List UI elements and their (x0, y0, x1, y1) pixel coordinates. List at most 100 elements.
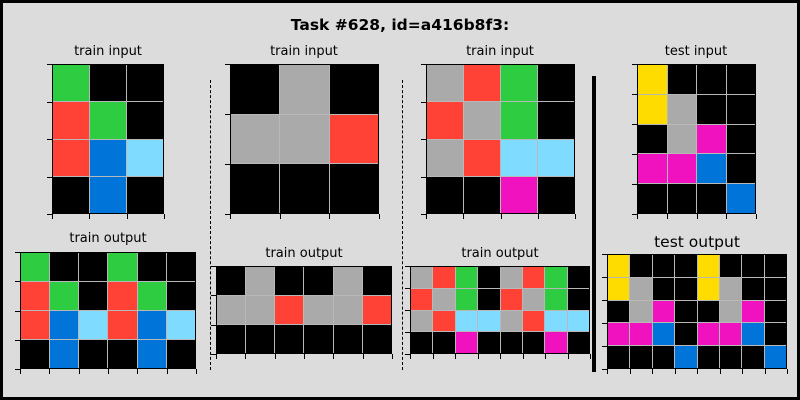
ex2-output-cell-r0-c1 (246, 267, 275, 295)
ex1-input-cell-r0-c0 (53, 65, 89, 102)
ex1-input-cell-r1-c2 (127, 102, 163, 139)
ex3-input-cell-r1-c0 (427, 102, 463, 139)
test-output-xtick (630, 369, 631, 374)
test-output-cell-r0-c2 (652, 255, 675, 277)
ex3-input-xtick (426, 214, 427, 219)
test-input-cell-r2-c1 (667, 124, 696, 154)
ex3-output-cell-r2-c1 (433, 310, 455, 332)
test-output-cell-r1-c4 (697, 277, 719, 300)
test-output-cell-r3-c4 (697, 323, 719, 346)
test-output-cell-r3-c3 (675, 323, 697, 346)
test-output-cell-r2-c4 (697, 300, 719, 323)
ex3-output-cell-r0-c2 (455, 267, 478, 288)
test-output-cell-r3-c5 (719, 323, 742, 346)
ex3-output-cell-r2-c4 (500, 310, 522, 332)
ex2-output-label: train output (265, 246, 343, 261)
test-output-ytick (602, 346, 607, 347)
ex2-output-cell-r1-c0 (217, 296, 246, 324)
ex3-output-cell-r1-c5 (522, 288, 545, 310)
ex3-input-cell-r2-c3 (538, 139, 574, 176)
ex1-output-xtick (20, 369, 21, 374)
ex2-input-cell-r2-c2 (329, 164, 378, 213)
test-input-cell-r1-c1 (667, 94, 696, 124)
ex2-output-cell-r0-c5 (362, 267, 391, 295)
test-output-xtick (697, 369, 698, 374)
ex2-output-xtick (304, 354, 305, 359)
test-output-xtick (742, 369, 743, 374)
ex2-output-cell-r2-c1 (246, 325, 275, 353)
test-output-cell-r2-c5 (719, 300, 742, 323)
ex1-output-xtick (49, 369, 50, 374)
test-input-cell-r3-c2 (697, 154, 726, 184)
test-output-label: test output (654, 233, 740, 251)
ex1-output-xtick (108, 369, 109, 374)
ex1-input-label: train input (74, 44, 142, 59)
test-output-ytick (602, 323, 607, 324)
ex1-output-cell-r2-c0 (21, 311, 50, 339)
ex1-input-cell-r3-c1 (90, 176, 126, 213)
ex1-output-xtick (137, 369, 138, 374)
test-output-xtick (720, 369, 721, 374)
ex3-input-cell-r3-c2 (501, 176, 537, 213)
test-input-cell-r0-c0 (638, 65, 667, 94)
ex2-input-cell-r2-c0 (231, 164, 280, 213)
ex3-output-cell-r1-c2 (455, 288, 478, 310)
test-input-ytick (632, 64, 637, 65)
test-input-cell-r3-c1 (667, 154, 696, 184)
ex1-input-cell-r3-c0 (53, 176, 89, 213)
test-output-cell-r1-c7 (764, 277, 786, 300)
ex1-output-ytick (15, 252, 20, 253)
test-output-cell-r2-c2 (652, 300, 675, 323)
ex1-output-xtick (196, 369, 197, 374)
test-output-cell-r1-c3 (675, 277, 697, 300)
test-output-grid (607, 254, 787, 369)
ex3-input-cell-r0-c1 (464, 65, 500, 102)
ex3-input-cell-r1-c3 (538, 102, 574, 139)
ex3-output-cell-r3-c2 (455, 332, 478, 353)
test-output-cell-r0-c0 (608, 255, 630, 277)
ex2-input-cell-r0-c0 (231, 65, 280, 114)
ex1-output-cell-r0-c4 (137, 253, 166, 281)
test-input-cell-r0-c2 (697, 65, 726, 94)
ex3-output-xtick (568, 354, 569, 359)
ex3-output-cell-r1-c4 (500, 288, 522, 310)
ex2-input-cell-r1-c2 (329, 114, 378, 164)
ex1-input-xtick (89, 214, 90, 219)
ex3-output-cell-r3-c7 (567, 332, 589, 353)
ex3-output-cell-r2-c0 (411, 310, 433, 332)
example-separator-1 (210, 80, 211, 370)
ex1-input-cell-r2-c0 (53, 139, 89, 176)
ex1-output-cell-r3-c2 (79, 340, 108, 368)
ex3-input-ytick (421, 64, 426, 65)
ex3-output-xtick (478, 354, 479, 359)
ex1-input-xtick (127, 214, 128, 219)
ex3-input-grid (426, 64, 575, 214)
ex1-output-ytick (15, 340, 20, 341)
ex2-input-cell-r2-c1 (280, 164, 329, 213)
ex3-output-cell-r1-c0 (411, 288, 433, 310)
test-output-cell-r4-c4 (697, 346, 719, 368)
ex1-input-xtick (164, 214, 165, 219)
ex1-output-cell-r1-c1 (50, 282, 79, 310)
ex2-output-cell-r0-c4 (333, 267, 362, 295)
ex1-output-cell-r2-c2 (79, 311, 108, 339)
ex3-input-ytick (421, 102, 426, 103)
test-input-cell-r4-c3 (726, 184, 755, 213)
ex3-output-cell-r3-c5 (522, 332, 545, 353)
ex3-output-label: train output (461, 246, 539, 261)
test-output-cell-r1-c1 (630, 277, 652, 300)
test-input-cell-r3-c0 (638, 154, 667, 184)
ex2-input-xtick (230, 214, 231, 219)
ex1-output-ytick (15, 281, 20, 282)
ex1-input-ytick (47, 64, 52, 65)
test-input-cell-r1-c2 (697, 94, 726, 124)
ex1-input-ytick (47, 102, 52, 103)
ex3-input-xtick (501, 214, 502, 219)
ex2-output-cell-r2-c0 (217, 325, 246, 353)
ex1-input-cell-r2-c2 (127, 139, 163, 176)
ex2-output-cell-r2-c3 (304, 325, 333, 353)
test-separator-bar (592, 76, 596, 372)
ex1-input-ytick (47, 139, 52, 140)
ex2-output-ytick (211, 354, 216, 355)
test-output-xtick (765, 369, 766, 374)
